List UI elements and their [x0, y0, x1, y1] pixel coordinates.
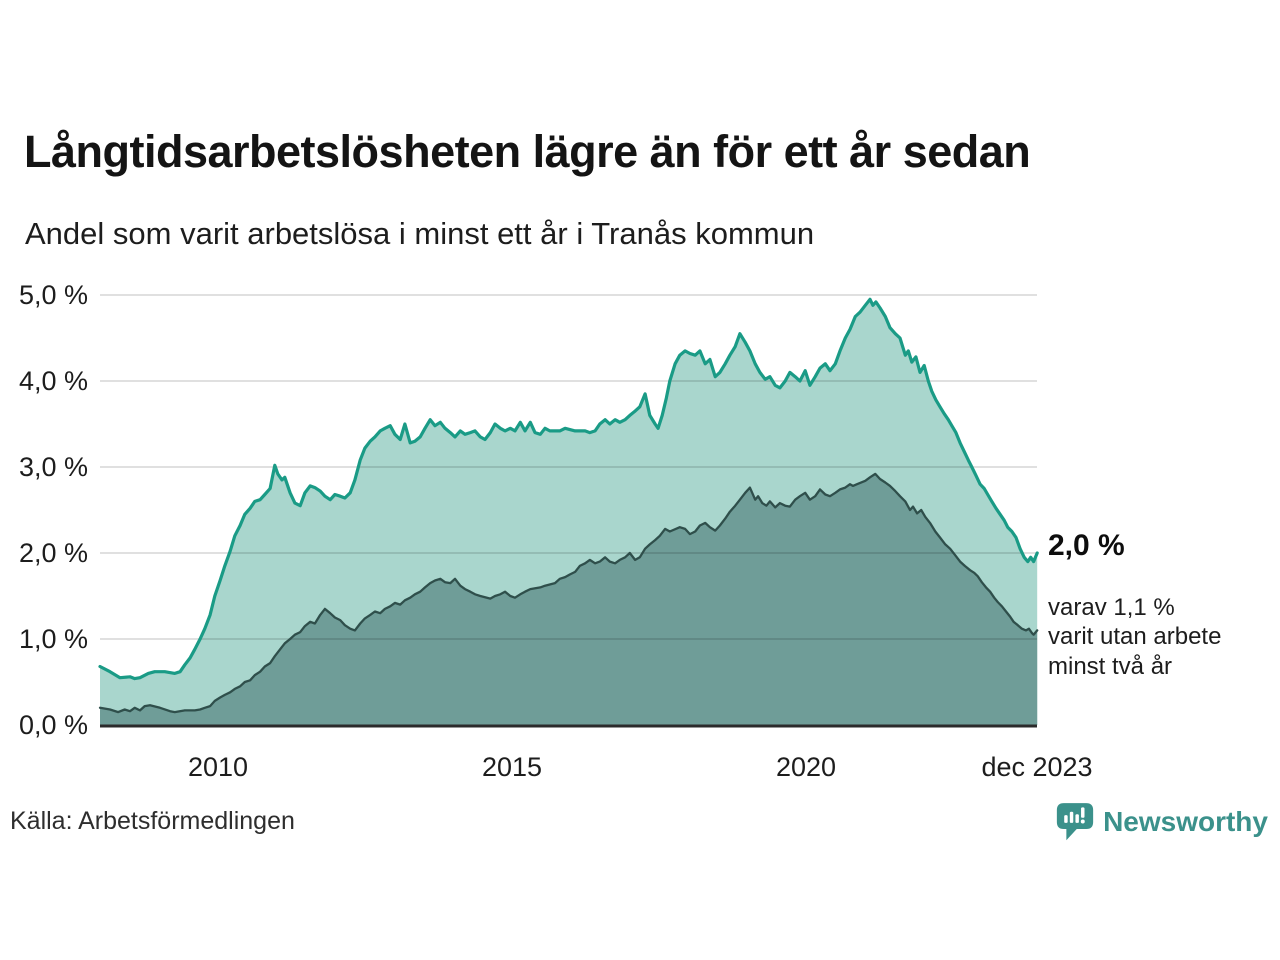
end-value-label: 2,0 % [1048, 529, 1125, 562]
end-value-note: varav 1,1 % varit utan arbete minst två … [1048, 594, 1222, 680]
newsworthy-logo-icon [1056, 802, 1094, 843]
page-subtitle: Andel som varit arbetslösa i minst ett å… [25, 216, 815, 251]
series-twoplus-line [98, 472, 1039, 714]
newsworthy-logo: Newsworthy [1056, 799, 1268, 845]
source-caption: Källa: Arbetsförmedlingen [10, 807, 295, 835]
series-total-line [98, 297, 1039, 681]
newsworthy-logo-text: Newsworthy [1103, 806, 1268, 837]
page-title: Långtidsarbetslösheten lägre än för ett … [24, 126, 1031, 177]
series-twoplus-area [100, 473, 1038, 725]
